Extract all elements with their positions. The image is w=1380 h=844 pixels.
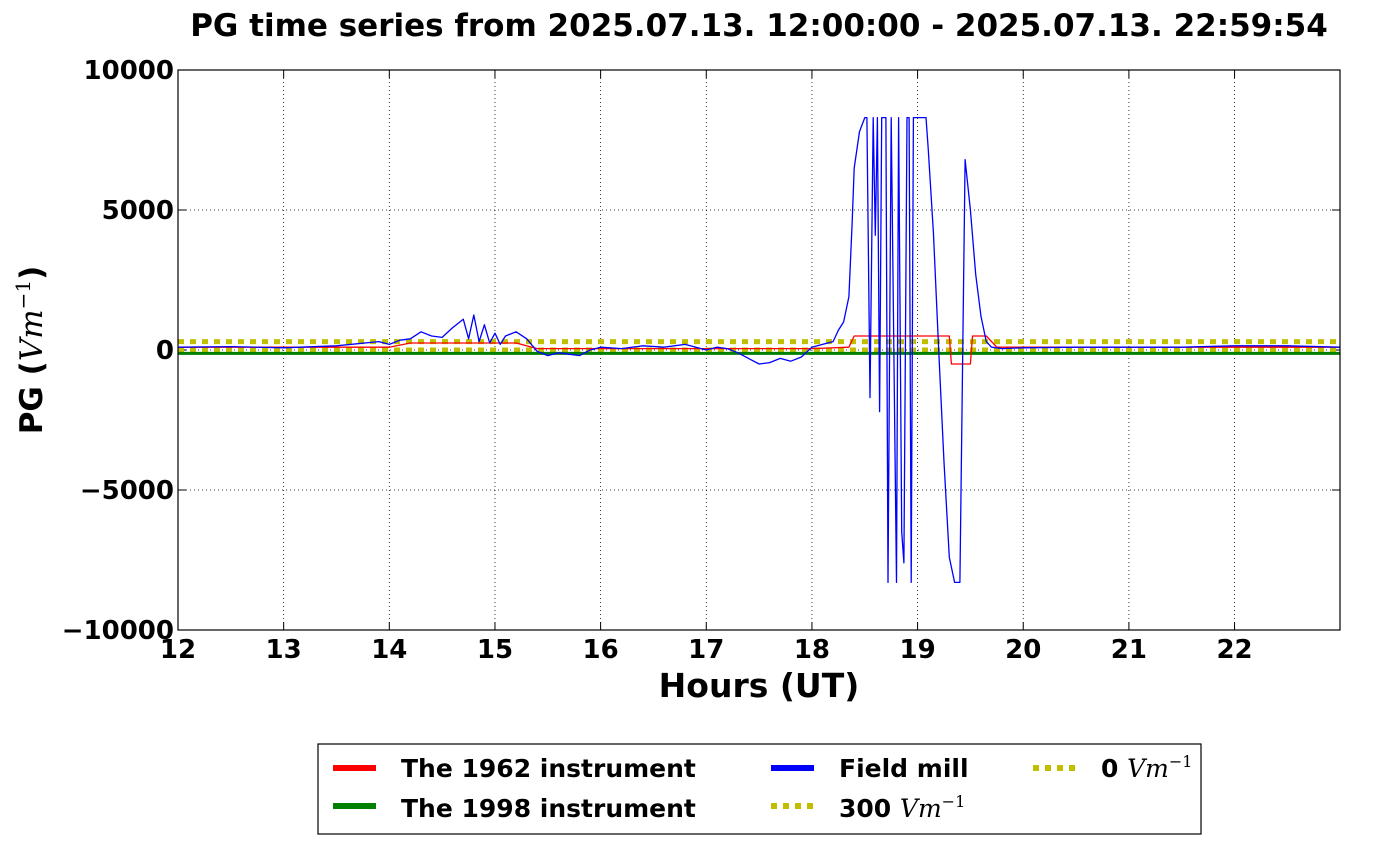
- series-lines: [178, 116, 1340, 584]
- x-tick-label: 17: [688, 635, 724, 665]
- legend-label-1962: The 1962 instrument: [401, 754, 696, 783]
- legend-label-1998: The 1998 instrument: [401, 794, 696, 823]
- plot-frame: [177, 69, 1341, 631]
- legend-label-300: 300 Vm−1: [839, 792, 965, 823]
- y-axis-label: PG (Vm−1): [11, 266, 50, 435]
- legend-label-300-exp: −1: [942, 792, 966, 811]
- series-line-field-mill: [178, 116, 1340, 584]
- x-tick-label: 13: [266, 635, 302, 665]
- y-tick-label: 10000: [84, 56, 174, 86]
- y-axis-label-exp: −1: [11, 280, 35, 309]
- legend-label-0-unit: Vm: [1127, 754, 1169, 783]
- x-tick-label: 21: [1111, 635, 1147, 665]
- x-tick-label: 12: [160, 635, 196, 665]
- legend-label-300-unit: Vm: [900, 794, 942, 823]
- legend-label-0-value: 0: [1101, 754, 1127, 783]
- legend-box: [317, 743, 1202, 835]
- chart-title: PG time series from 2025.07.13. 12:00:00…: [190, 8, 1328, 44]
- legend-label-0: 0 Vm−1: [1101, 752, 1192, 783]
- legend-label-field-mill: Field mill: [839, 754, 969, 783]
- x-tick-label: 19: [899, 635, 935, 665]
- x-axis-label: Hours (UT): [659, 666, 860, 705]
- series-line-the-1962-instrument: [178, 335, 1340, 365]
- legend-label-300-value: 300: [839, 794, 900, 823]
- y-tick-label: −5000: [80, 476, 174, 506]
- x-tick-label: 22: [1216, 635, 1252, 665]
- x-tick-label: 16: [583, 635, 619, 665]
- legend-label-0-exp: −1: [1169, 752, 1193, 771]
- x-tick-label: 18: [794, 635, 830, 665]
- legend: The 1962 instrument The 1998 instrument …: [317, 743, 1202, 835]
- y-axis-ticks: 10000 5000 0 −5000 −10000: [62, 56, 1340, 646]
- y-axis-label-prefix: PG (: [14, 361, 50, 434]
- x-tick-label: 14: [371, 635, 407, 665]
- y-axis-label-suffix: ): [14, 266, 50, 280]
- x-tick-label: 20: [1005, 635, 1041, 665]
- y-tick-label: 5000: [102, 196, 174, 226]
- x-tick-label: 15: [477, 635, 513, 665]
- y-axis-label-unit: Vm: [14, 309, 50, 361]
- y-tick-label: 0: [156, 336, 174, 366]
- x-axis-ticks: 12 13 14 15 16 17 18 19 20 21 22: [160, 70, 1253, 665]
- y-tick-label: −10000: [62, 616, 174, 646]
